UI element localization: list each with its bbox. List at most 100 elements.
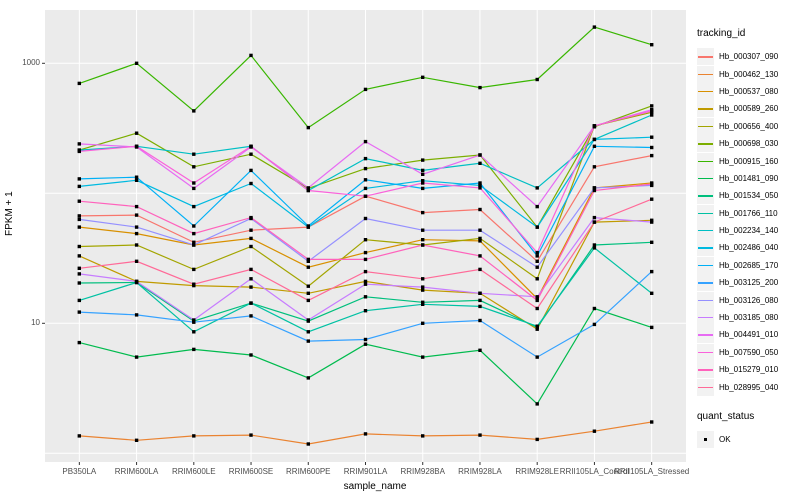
- legend-item-Hb_000462_130: Hb_000462_130: [697, 65, 797, 83]
- data-point: [478, 254, 482, 258]
- x-tick-label: RRIM928BA: [400, 467, 445, 476]
- legend-key-swatch: [697, 309, 714, 327]
- data-point: [306, 284, 310, 288]
- data-point: [421, 288, 425, 292]
- data-point: [249, 181, 253, 186]
- x-tick-label: RRII105LA_Control: [559, 467, 630, 476]
- data-point: [535, 306, 539, 311]
- data-point: [478, 298, 482, 303]
- data-point: [421, 179, 425, 183]
- data-point: [478, 236, 482, 241]
- data-point: [134, 131, 139, 135]
- data-point: [421, 302, 425, 306]
- legend-key-swatch: [697, 361, 714, 379]
- x-tick-label: RRIM928LE: [515, 467, 559, 476]
- legend-line-icon: [698, 230, 713, 232]
- data-point: [77, 225, 81, 229]
- data-point: [478, 183, 482, 188]
- data-point: [249, 215, 253, 220]
- data-point: [134, 178, 139, 182]
- legend-key-swatch: [697, 187, 714, 205]
- data-point: [478, 228, 482, 232]
- ok-point-key: [697, 431, 714, 448]
- data-point: [192, 318, 196, 322]
- legend-item-Hb_001481_090: Hb_001481_090: [697, 169, 797, 187]
- data-point: [363, 269, 368, 274]
- data-point: [535, 250, 539, 255]
- legend-line-icon: [698, 90, 713, 93]
- data-point: [134, 355, 139, 359]
- data-point: [478, 239, 482, 243]
- legend-label: Hb_000537_080: [719, 86, 779, 96]
- data-point: [421, 228, 425, 232]
- data-point: [650, 291, 654, 295]
- legend-item-Hb_028995_040: Hb_028995_040: [697, 378, 797, 396]
- data-point: [192, 204, 196, 209]
- data-point: [134, 144, 139, 148]
- data-point: [421, 321, 425, 325]
- data-point: [535, 225, 539, 229]
- data-point: [363, 238, 368, 242]
- data-point: [192, 152, 196, 156]
- data-point: [650, 220, 654, 224]
- legend-key-swatch: [697, 204, 714, 222]
- data-point: [421, 243, 425, 247]
- data-point: [77, 214, 81, 218]
- data-point: [363, 432, 368, 436]
- legend-label: Hb_002234_140: [719, 226, 779, 236]
- data-point: [478, 85, 482, 90]
- legend-key-swatch: [697, 135, 714, 153]
- legend-item-Hb_015279_010: Hb_015279_010: [697, 361, 797, 379]
- legend-label: Hb_028995_040: [719, 382, 779, 392]
- legend-label: Hb_001481_090: [719, 173, 779, 183]
- data-point: [306, 442, 310, 446]
- x-tick-label: RRIM901LA: [343, 467, 388, 476]
- data-point: [249, 433, 253, 437]
- legend-label: Hb_007590_050: [719, 347, 779, 357]
- legend-label: Hb_000307_090: [719, 52, 779, 62]
- data-point: [363, 295, 368, 299]
- legend-label-ok: OK: [719, 435, 731, 444]
- data-point: [592, 243, 597, 247]
- data-point: [192, 240, 196, 244]
- data-point: [249, 53, 253, 58]
- legend-line-icon: [698, 351, 713, 354]
- data-point: [535, 204, 539, 209]
- data-point: [592, 188, 597, 193]
- data-point: [249, 244, 253, 249]
- legend-item-Hb_000656_400: Hb_000656_400: [697, 117, 797, 135]
- legend-label: Hb_000462_130: [719, 69, 779, 79]
- legend-label: Hb_001534_050: [719, 191, 779, 201]
- data-point: [421, 181, 425, 185]
- legend-item-Hb_002685_170: Hb_002685_170: [697, 256, 797, 274]
- data-point: [77, 254, 81, 258]
- data-point: [192, 231, 196, 236]
- legend-line-icon: [698, 212, 713, 215]
- data-point: [306, 259, 310, 263]
- legend-label: Hb_003126_080: [719, 295, 779, 305]
- data-point: [421, 300, 425, 304]
- legend-label: Hb_015279_010: [719, 365, 779, 375]
- x-axis-title: sample_name: [343, 481, 407, 492]
- legend-line-icon: [698, 160, 713, 162]
- data-point: [592, 215, 597, 220]
- data-point: [77, 434, 81, 438]
- data-point: [535, 77, 539, 82]
- y-tick-label: 1000: [22, 58, 40, 68]
- data-point: [134, 279, 139, 284]
- data-point: [363, 194, 368, 198]
- data-point: [306, 265, 310, 269]
- data-point: [535, 296, 539, 301]
- data-point: [306, 186, 310, 190]
- legend-title-quant-status: quant_status: [697, 410, 755, 422]
- legend: tracking_id Hb_000307_090 Hb_000462_130 Hb…: [697, 28, 797, 448]
- data-point: [306, 291, 310, 295]
- legend-item-Hb_003125_200: Hb_003125_200: [697, 274, 797, 292]
- data-point: [134, 231, 139, 236]
- data-point: [77, 266, 81, 270]
- data-point: [478, 267, 482, 272]
- legend-item-Hb_001534_050: Hb_001534_050: [697, 187, 797, 205]
- legend-line-icon: [698, 369, 713, 371]
- data-point: [77, 149, 81, 154]
- legend-item-Hb_000537_080: Hb_000537_080: [697, 82, 797, 100]
